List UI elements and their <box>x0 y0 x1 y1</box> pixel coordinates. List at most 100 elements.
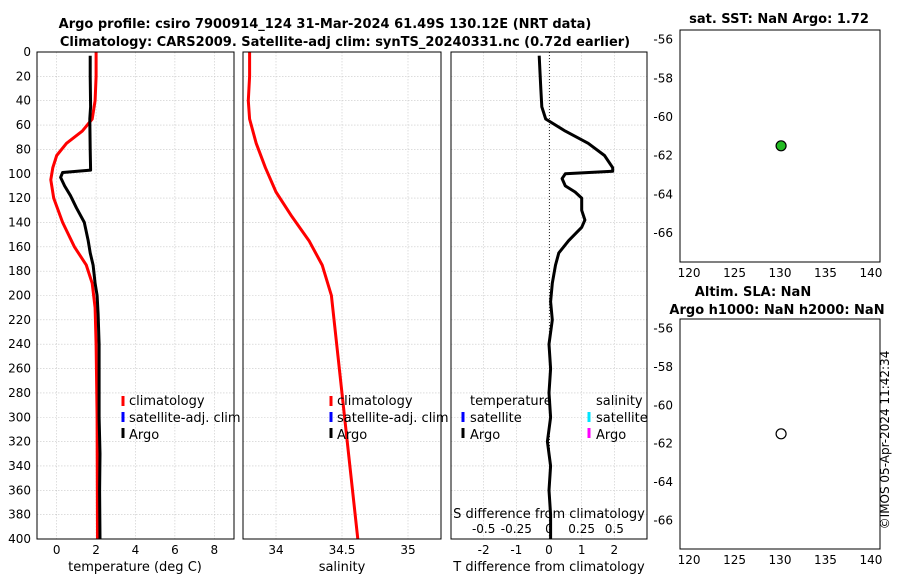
depth-tick-label: 340 <box>8 459 31 473</box>
legend-label-climatology: climatology <box>129 394 205 409</box>
temperature-grid <box>37 51 234 540</box>
s-diff-tick-label: -0.25 <box>501 522 532 536</box>
s-diff-tick-label: -0.5 <box>472 522 495 536</box>
s-diff-tick-label: 0.25 <box>568 522 595 536</box>
depth-tick-label: 20 <box>16 69 31 83</box>
x-tick-label: 6 <box>171 543 179 557</box>
latitude-tick-label: -58 <box>653 71 673 85</box>
watermark-timestamp: ©IMOS 05-Apr-2024 11:42:34 <box>878 351 892 530</box>
latitude-tick-label: -64 <box>653 187 673 201</box>
argo-location-marker <box>775 140 787 152</box>
legend-label-argo: Argo <box>337 428 367 443</box>
x-tick-label: -2 <box>478 543 490 557</box>
sla-map-points <box>775 428 787 440</box>
x-tick-label: 34.5 <box>329 543 356 557</box>
series-line-argo <box>59 55 102 540</box>
x-tick-label: 4 <box>132 543 140 557</box>
x-tick-label: -1 <box>510 543 522 557</box>
difference-panel: -2 -1 0 1 2 -0.5 -0.25 0 0.25 0.5 S difference f… <box>450 51 648 575</box>
depth-tick-label: 0 <box>23 45 31 59</box>
salinity-series <box>246 52 360 540</box>
salinity-legend: climatology satellite-adj. clim Argo <box>329 394 449 443</box>
longitude-tick-label: 135 <box>814 266 837 280</box>
s-diff-tick-label: 0.5 <box>605 522 624 536</box>
salinity-grid <box>243 51 441 540</box>
depth-tick-label: 260 <box>8 362 31 376</box>
difference-axes-box <box>450 51 648 540</box>
s-diff-tick-label: 0 <box>545 522 553 536</box>
temperature-panel: 0204060801001201401601802002202402602803… <box>8 45 241 575</box>
sst-map-points <box>775 140 787 152</box>
difference-series <box>537 55 615 539</box>
depth-tick-label: 300 <box>8 410 31 424</box>
depth-tick-label: 360 <box>8 483 31 497</box>
sla-map-title-line2: Argo h1000: NaN h2000: NaN <box>669 303 884 318</box>
legend-label-s-argo: Argo <box>596 428 626 443</box>
salinity-xlabel: salinity <box>319 560 366 575</box>
s-difference-tick-labels: -0.5 -0.25 0 0.25 0.5 <box>472 522 624 536</box>
longitude-tick-label: 135 <box>814 553 837 567</box>
x-tick-label: 1 <box>578 543 586 557</box>
sst-map-axes-box <box>679 29 881 263</box>
legend-label-argo: Argo <box>129 428 159 443</box>
legend-label-climatology: climatology <box>337 394 413 409</box>
s-difference-xlabel: S difference from climatology <box>453 507 645 522</box>
longitude-tick-label: 125 <box>723 266 746 280</box>
latitude-tick-label: -56 <box>653 33 673 47</box>
x-tick-label: 2 <box>92 543 100 557</box>
depth-tick-label: 280 <box>8 386 31 400</box>
x-tick-label: 2 <box>611 543 619 557</box>
legend-label-satellite-adj: satellite-adj. clim <box>129 411 241 426</box>
depth-tick-label: 400 <box>8 532 31 546</box>
depth-tick-label: 220 <box>8 313 31 327</box>
series-line-climatology <box>246 52 360 540</box>
depth-tick-label: 200 <box>8 289 31 303</box>
longitude-tick-label: 140 <box>859 553 882 567</box>
legend-label-s-satellite: satellite <box>596 411 648 426</box>
figure-title-line1: Argo profile: csiro 7900914_124 31-Mar-2… <box>59 17 592 32</box>
depth-tick-label: 320 <box>8 435 31 449</box>
legend-label-t-satellite: satellite <box>470 411 522 426</box>
latitude-tick-label: -60 <box>653 398 673 412</box>
depth-tick-label: 100 <box>8 167 31 181</box>
depth-tick-label: 120 <box>8 191 31 205</box>
latitude-tick-label: -66 <box>653 513 673 527</box>
temperature-legend: climatology satellite-adj. clim Argo <box>121 394 241 443</box>
x-tick-label: 34 <box>268 543 283 557</box>
sst-map-latitude-labels: -56 -58 -60 -62 -64 -66 <box>653 33 673 240</box>
latitude-tick-label: -56 <box>653 322 673 336</box>
depth-tick-label: 240 <box>8 337 31 351</box>
longitude-tick-label: 125 <box>723 553 746 567</box>
longitude-tick-label: 140 <box>859 266 882 280</box>
legend-label-satellite-adj: satellite-adj. clim <box>337 411 449 426</box>
salinity-tick-labels: 34 34.5 35 <box>268 543 415 557</box>
sla-map-longitude-labels: 120 125 130 135 140 <box>678 553 883 567</box>
depth-tick-label: 160 <box>8 240 31 254</box>
depth-tick-label: 140 <box>8 215 31 229</box>
sst-map-title: sat. SST: NaN Argo: 1.72 <box>689 12 869 27</box>
temperature-series <box>49 52 102 540</box>
temperature-tick-labels: 0 2 4 6 8 <box>53 543 218 557</box>
sst-map-longitude-labels: 120 125 130 135 140 <box>678 266 883 280</box>
temperature-axes-box <box>36 51 235 540</box>
difference-legend: temperature satellite Argo salinity sate… <box>461 394 648 443</box>
sst-map-panel: sat. SST: NaN Argo: 1.72 -56 -58 -60 -62 -64… <box>653 12 882 280</box>
x-tick-label: 8 <box>210 543 218 557</box>
latitude-tick-label: -66 <box>653 226 673 240</box>
depth-tick-label: 380 <box>8 508 31 522</box>
sla-map-title: Altim. SLA: NaN <box>695 285 811 300</box>
sla-map-latitude-labels: -56 -58 -60 -62 -64 -66 <box>653 322 673 528</box>
legend-title-salinity: salinity <box>596 394 643 409</box>
depth-tick-labels: 0 20 40 60 80 100 120 140 160 180 200 220 240 260 280 3… <box>8 45 31 546</box>
series-line-argo-t-difference <box>537 55 615 539</box>
legend-label-t-argo: Argo <box>470 428 500 443</box>
sla-map-axes-box <box>679 318 881 550</box>
figure-title-line2: Climatology: CARS2009. Satellite-adj cli… <box>60 35 630 50</box>
longitude-tick-label: 120 <box>678 266 701 280</box>
legend-title-temperature: temperature <box>470 394 552 409</box>
t-difference-tick-labels: -2 -1 0 1 2 <box>478 543 618 557</box>
longitude-tick-label: 130 <box>769 553 792 567</box>
latitude-tick-label: -58 <box>653 360 673 374</box>
salinity-panel: 34 34.5 35 salinity climatology satellite-… <box>242 51 449 575</box>
